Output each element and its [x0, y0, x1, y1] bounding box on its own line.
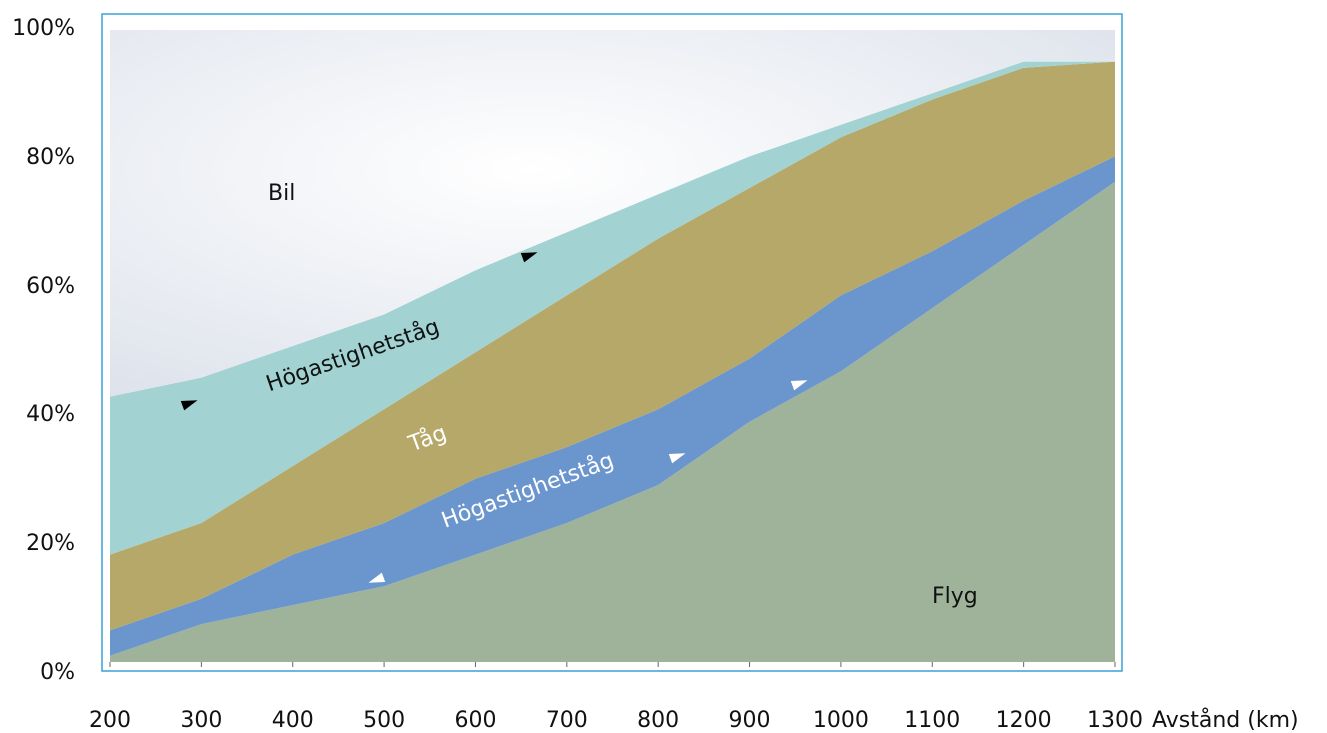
- arrow-marker: [520, 252, 538, 263]
- x-tick-label: 300: [180, 708, 222, 733]
- label-flyg: Flyg: [932, 584, 978, 609]
- x-tick-label: 600: [454, 708, 496, 733]
- label-bil: Bil: [268, 181, 295, 206]
- y-tick-label: 80%: [26, 145, 75, 170]
- x-tick-label: 1300: [1087, 708, 1143, 733]
- area-hogastighetstag-lower: [110, 156, 1115, 656]
- y-tick-label: 20%: [26, 531, 75, 556]
- y-tick-label: 0%: [40, 660, 75, 685]
- area-flyg: [110, 181, 1115, 662]
- x-tick-label: 1000: [813, 708, 869, 733]
- arrow-marker: [668, 453, 686, 464]
- x-tick-label: 700: [546, 708, 588, 733]
- x-tick-label: 500: [363, 708, 405, 733]
- arrow-marker: [180, 400, 198, 411]
- area-hogastighetstag-upper: [110, 61, 1115, 555]
- x-tick-label: 1200: [996, 708, 1052, 733]
- x-axis-title: Avstånd (km): [1152, 707, 1299, 733]
- y-tick-label: 100%: [12, 16, 75, 41]
- y-tick-label: 40%: [26, 402, 75, 427]
- x-tick-label: 800: [637, 708, 679, 733]
- area-tag: [110, 61, 1115, 631]
- arrow-marker: [790, 380, 808, 391]
- x-tick-label: 900: [729, 708, 771, 733]
- arrow-marker: [368, 572, 386, 583]
- x-tick-label: 400: [272, 708, 314, 733]
- x-tick-label: 200: [89, 708, 131, 733]
- y-tick-label: 60%: [26, 274, 75, 299]
- area-bil: [110, 30, 1115, 397]
- x-tick-label: 1100: [904, 708, 960, 733]
